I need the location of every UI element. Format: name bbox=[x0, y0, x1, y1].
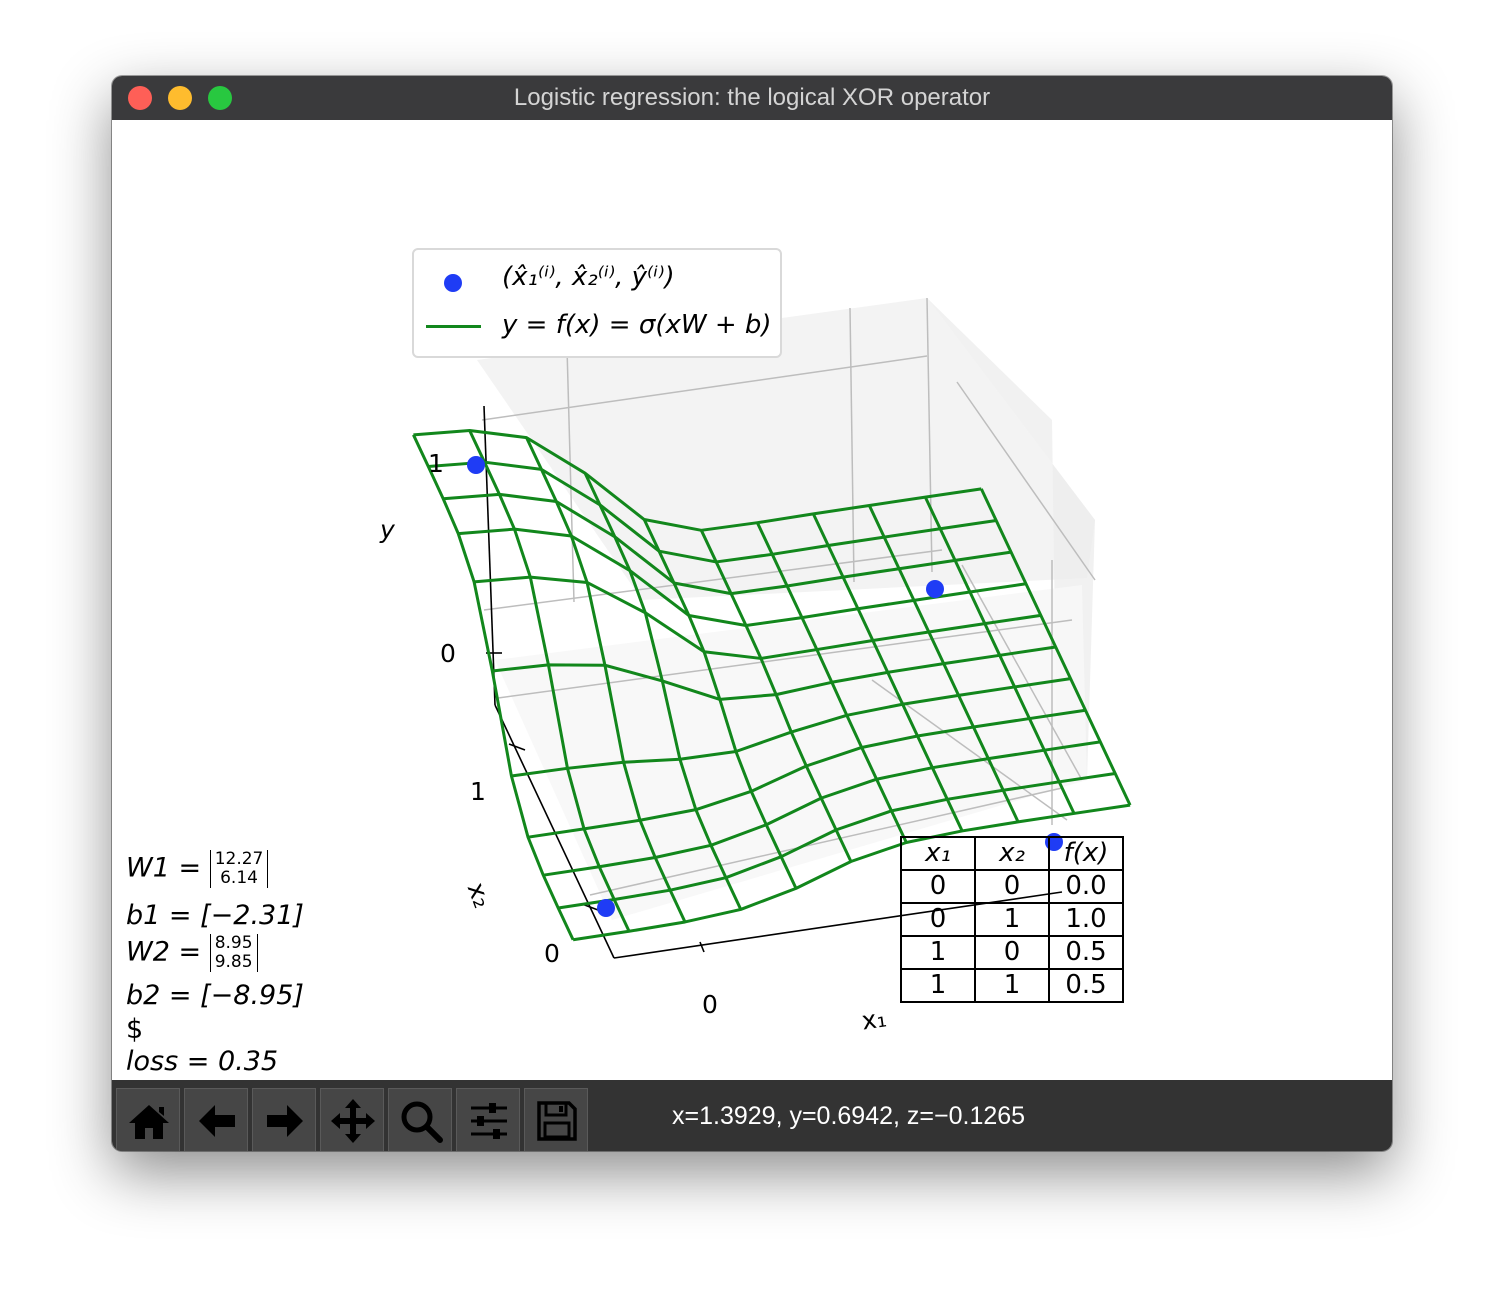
surface-mesh-line bbox=[511, 677, 1071, 778]
forward-button[interactable] bbox=[252, 1088, 316, 1151]
z-axis-line bbox=[483, 405, 496, 706]
w1-name: W1 = bbox=[126, 852, 202, 884]
cell: 1 bbox=[900, 968, 976, 1003]
header-x2: x₂ bbox=[974, 836, 1050, 871]
cell: 1.0 bbox=[1048, 902, 1124, 937]
title-bar[interactable]: Logistic regression: the logical XOR ope… bbox=[112, 76, 1392, 121]
legend-point-marker bbox=[444, 274, 462, 292]
legend-surface-label: y = f(x) = σ(xW + b) bbox=[502, 310, 772, 340]
data-point bbox=[926, 580, 944, 598]
save-button[interactable] bbox=[524, 1088, 588, 1151]
w1-matrix: 12.27 6.14 bbox=[209, 849, 269, 888]
z-tick-label-1: 1 bbox=[428, 449, 444, 478]
x-axis-label: x₁ bbox=[860, 1003, 889, 1035]
truth-table: x₁ x₂ f(x) 0 0 0.0 0 1 1.0 1 0 0.5 1 1 bbox=[900, 836, 1124, 1003]
w2-value-0: 8.95 bbox=[214, 933, 253, 953]
surface-mesh-line bbox=[473, 575, 1042, 660]
cell: 0 bbox=[900, 869, 976, 904]
cell: 1 bbox=[974, 902, 1050, 937]
cell: 0.0 bbox=[1048, 869, 1124, 904]
surface-mesh-line bbox=[527, 708, 1086, 839]
save-floppy-icon bbox=[537, 1101, 577, 1141]
x-tick-label-0: 0 bbox=[702, 990, 718, 1019]
minimize-button[interactable] bbox=[168, 86, 192, 110]
header-fx: f(x) bbox=[1048, 836, 1124, 871]
z-tick-label-0: 0 bbox=[440, 639, 456, 668]
w2-name: W2 = bbox=[126, 936, 202, 968]
back-arrow-icon bbox=[199, 1105, 235, 1137]
cell: 0.5 bbox=[1048, 935, 1124, 970]
table-row: 1 1 0.5 bbox=[900, 968, 1124, 1003]
cursor-coordinates: x=1.3929, y=0.6942, z=−0.1265 bbox=[672, 1102, 1026, 1130]
legend-points-label: (x̂₁⁽ⁱ⁾, x̂₂⁽ⁱ⁾, ŷ⁽ⁱ⁾) bbox=[502, 262, 675, 292]
back-button[interactable] bbox=[184, 1088, 248, 1151]
b1-row: b1 = [−2.31] bbox=[126, 900, 304, 931]
configure-sliders-icon bbox=[471, 1103, 507, 1139]
surface-mesh-line bbox=[413, 428, 982, 532]
table-row: 1 0 0.5 bbox=[900, 935, 1124, 970]
x-tick-0 bbox=[699, 941, 705, 953]
home-button[interactable] bbox=[116, 1088, 180, 1151]
surface-mesh-line bbox=[557, 772, 1116, 910]
legend-line-marker bbox=[426, 325, 481, 328]
navigation-toolbar: x=1.3929, y=0.6942, z=−0.1265 bbox=[112, 1080, 1392, 1151]
plot-canvas[interactable]: 1 0 1 0 0 y x₂ x₁ (x̂₁⁽ⁱ⁾, x̂₂⁽ⁱ⁾, ŷ⁽ⁱ⁾)… bbox=[112, 120, 1392, 1080]
sigmoid-surface-mesh bbox=[412, 428, 1132, 942]
dollar-row: $ bbox=[126, 1014, 144, 1045]
w2-value-1: 9.85 bbox=[214, 952, 253, 972]
header-x1: x₁ bbox=[900, 836, 976, 871]
data-point bbox=[467, 456, 485, 474]
cell: 1 bbox=[974, 968, 1050, 1003]
surface-mesh-line bbox=[428, 460, 997, 564]
pan-move-icon bbox=[331, 1099, 375, 1143]
legend: (x̂₁⁽ⁱ⁾, x̂₂⁽ⁱ⁾, ŷ⁽ⁱ⁾) y = f(x) = σ(xW +… bbox=[412, 248, 782, 358]
back-pane bbox=[477, 298, 1095, 600]
configure-subplots-button[interactable] bbox=[456, 1088, 520, 1151]
z-axis-label: y bbox=[379, 515, 396, 544]
surface-mesh-line bbox=[443, 492, 1012, 596]
cell: 0.5 bbox=[1048, 968, 1124, 1003]
pane-gridlines bbox=[481, 297, 1096, 896]
home-icon bbox=[129, 1105, 169, 1139]
table-row: 0 0 0.0 bbox=[900, 869, 1124, 904]
surface-mesh-line bbox=[543, 740, 1101, 877]
pan-button[interactable] bbox=[320, 1088, 384, 1151]
w1-row: W1 = 12.27 6.14 bbox=[126, 849, 269, 888]
y-tick-label-0: 0 bbox=[544, 939, 560, 968]
zoom-magnifier-icon bbox=[401, 1101, 443, 1143]
zoom-button[interactable] bbox=[388, 1088, 452, 1151]
data-point bbox=[597, 899, 615, 917]
cell: 1 bbox=[900, 935, 976, 970]
forward-arrow-icon bbox=[267, 1105, 303, 1137]
maximize-button[interactable] bbox=[208, 86, 232, 110]
cell: 0 bbox=[900, 902, 976, 937]
b2-row: b2 = [−8.95] bbox=[126, 980, 304, 1011]
surface-mesh-line bbox=[492, 645, 1056, 701]
cell: 0 bbox=[974, 869, 1050, 904]
floor-pane bbox=[495, 585, 1087, 920]
y-tick-1 bbox=[508, 743, 526, 751]
surface-mesh-line bbox=[979, 488, 1132, 806]
app-window: Logistic regression: the logical XOR ope… bbox=[112, 76, 1392, 1151]
y-axis-line bbox=[494, 704, 615, 959]
table-header-row: x₁ x₂ f(x) bbox=[900, 836, 1124, 871]
y-tick-label-1: 1 bbox=[470, 777, 486, 806]
w1-value-1: 6.14 bbox=[220, 868, 258, 888]
close-button[interactable] bbox=[128, 86, 152, 110]
surface-plot-3d[interactable]: 1 0 1 0 0 y x₂ x₁ bbox=[112, 120, 1392, 1080]
cell: 0 bbox=[974, 935, 1050, 970]
window-title: Logistic regression: the logical XOR ope… bbox=[513, 84, 991, 111]
y-axis-label: x₂ bbox=[462, 879, 498, 912]
w2-row: W2 = 8.95 9.85 bbox=[126, 934, 258, 972]
surface-mesh-line bbox=[572, 803, 1131, 942]
w2-matrix: 8.95 9.85 bbox=[209, 933, 258, 972]
table-row: 0 1 1.0 bbox=[900, 902, 1124, 937]
loss-row: loss = 0.35 bbox=[126, 1046, 279, 1077]
w1-value-0: 12.27 bbox=[214, 849, 264, 869]
